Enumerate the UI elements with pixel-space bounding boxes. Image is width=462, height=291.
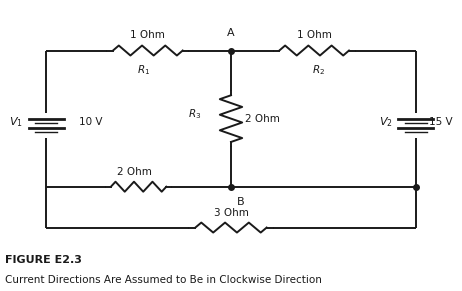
- Text: $V_2$: $V_2$: [379, 115, 393, 129]
- Text: $R_3$: $R_3$: [188, 107, 201, 121]
- Text: Current Directions Are Assumed to Be in Clockwise Direction: Current Directions Are Assumed to Be in …: [5, 275, 322, 285]
- Text: FIGURE E2.3: FIGURE E2.3: [5, 255, 81, 265]
- Text: 15 V: 15 V: [429, 117, 452, 127]
- Text: $R_1$: $R_1$: [137, 63, 150, 77]
- Text: 1 Ohm: 1 Ohm: [130, 30, 165, 40]
- Text: $R_2$: $R_2$: [312, 63, 325, 77]
- Text: 2 Ohm: 2 Ohm: [116, 167, 152, 177]
- Text: A: A: [227, 28, 235, 38]
- Text: 1 Ohm: 1 Ohm: [297, 30, 332, 40]
- Text: B: B: [237, 197, 244, 207]
- Text: $V_1$: $V_1$: [9, 115, 23, 129]
- Text: 2 Ohm: 2 Ohm: [245, 113, 280, 124]
- Text: 10 V: 10 V: [79, 117, 102, 127]
- Text: 3 Ohm: 3 Ohm: [213, 208, 249, 218]
